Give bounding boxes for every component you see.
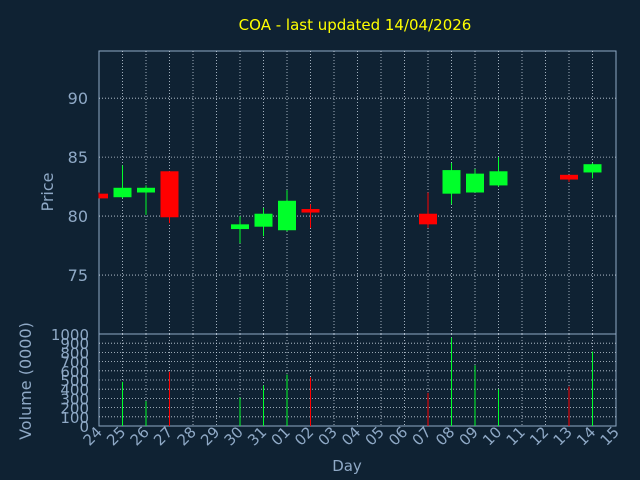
- candle-body: [419, 213, 437, 225]
- day-tick-label: 01: [268, 423, 294, 449]
- candle-body: [301, 209, 320, 213]
- day-tick-label: 28: [174, 423, 200, 449]
- candle-body: [231, 224, 249, 230]
- price-tick-label: 85: [68, 148, 88, 167]
- volume-tick-label: 300: [60, 390, 89, 408]
- candle-body: [560, 174, 578, 180]
- candle-body: [137, 187, 155, 193]
- day-tick-label: 04: [338, 423, 364, 449]
- volume-axis-label: Volume (0000): [16, 322, 35, 440]
- price-candles: [98, 157, 602, 244]
- day-tick-label: 31: [244, 423, 270, 449]
- volume-grid: [99, 334, 616, 426]
- day-tick-label: 30: [221, 423, 247, 449]
- day-tick-label: 13: [550, 423, 576, 449]
- volume-tick-label: 900: [60, 335, 89, 353]
- day-axis-label: Day: [332, 457, 362, 475]
- volume-tick-label: 1000: [51, 326, 89, 344]
- volume-tick-label: 100: [60, 409, 89, 427]
- day-tick-label: 11: [503, 423, 529, 449]
- candle-body: [466, 173, 484, 193]
- volume-tick-label: 200: [60, 400, 89, 418]
- candle-body: [254, 213, 273, 227]
- day-tick-label: 10: [479, 423, 505, 449]
- day-tick-label: 05: [362, 423, 388, 449]
- volume-tick-label: 600: [60, 363, 89, 381]
- day-tick-label: 12: [526, 423, 552, 449]
- candle-body: [99, 193, 108, 199]
- day-tick-label: 29: [197, 423, 223, 449]
- day-tick-label: 27: [150, 423, 176, 449]
- price-tick-label: 75: [68, 266, 88, 285]
- day-tick-label: 25: [103, 423, 129, 449]
- candle-body: [113, 187, 132, 198]
- day-tick-label: 03: [315, 423, 341, 449]
- day-tick-label: 02: [291, 423, 317, 449]
- volume-tick-label: 800: [60, 344, 89, 362]
- day-tick-label: 15: [597, 423, 623, 449]
- candle-body: [160, 171, 179, 218]
- day-tick-label: 09: [456, 423, 482, 449]
- candle-body: [278, 200, 296, 231]
- price-axis-ticks: 75 80 85 90: [68, 89, 88, 285]
- chart-title: COA - last updated 14/04/2026: [239, 16, 472, 34]
- candle-body: [489, 171, 508, 186]
- candle-body: [442, 170, 461, 194]
- price-axis-label: Price: [38, 172, 57, 211]
- candle-body: [583, 164, 602, 173]
- volume-tick-label: 500: [60, 372, 89, 390]
- volume-bars: [122, 337, 593, 426]
- day-tick-label: 14: [573, 423, 599, 449]
- price-tick-label: 90: [68, 89, 88, 108]
- price-tick-label: 80: [68, 207, 88, 226]
- volume-tick-label: 0: [79, 418, 89, 436]
- day-tick-label: 06: [385, 423, 411, 449]
- day-axis-ticks: 2425262728293031010203040506070809101112…: [80, 423, 623, 449]
- day-tick-label: 26: [127, 423, 153, 449]
- volume-tick-label: 400: [60, 381, 89, 399]
- day-tick-label: 08: [432, 423, 458, 449]
- day-tick-label: 07: [409, 423, 435, 449]
- volume-tick-label: 700: [60, 354, 89, 372]
